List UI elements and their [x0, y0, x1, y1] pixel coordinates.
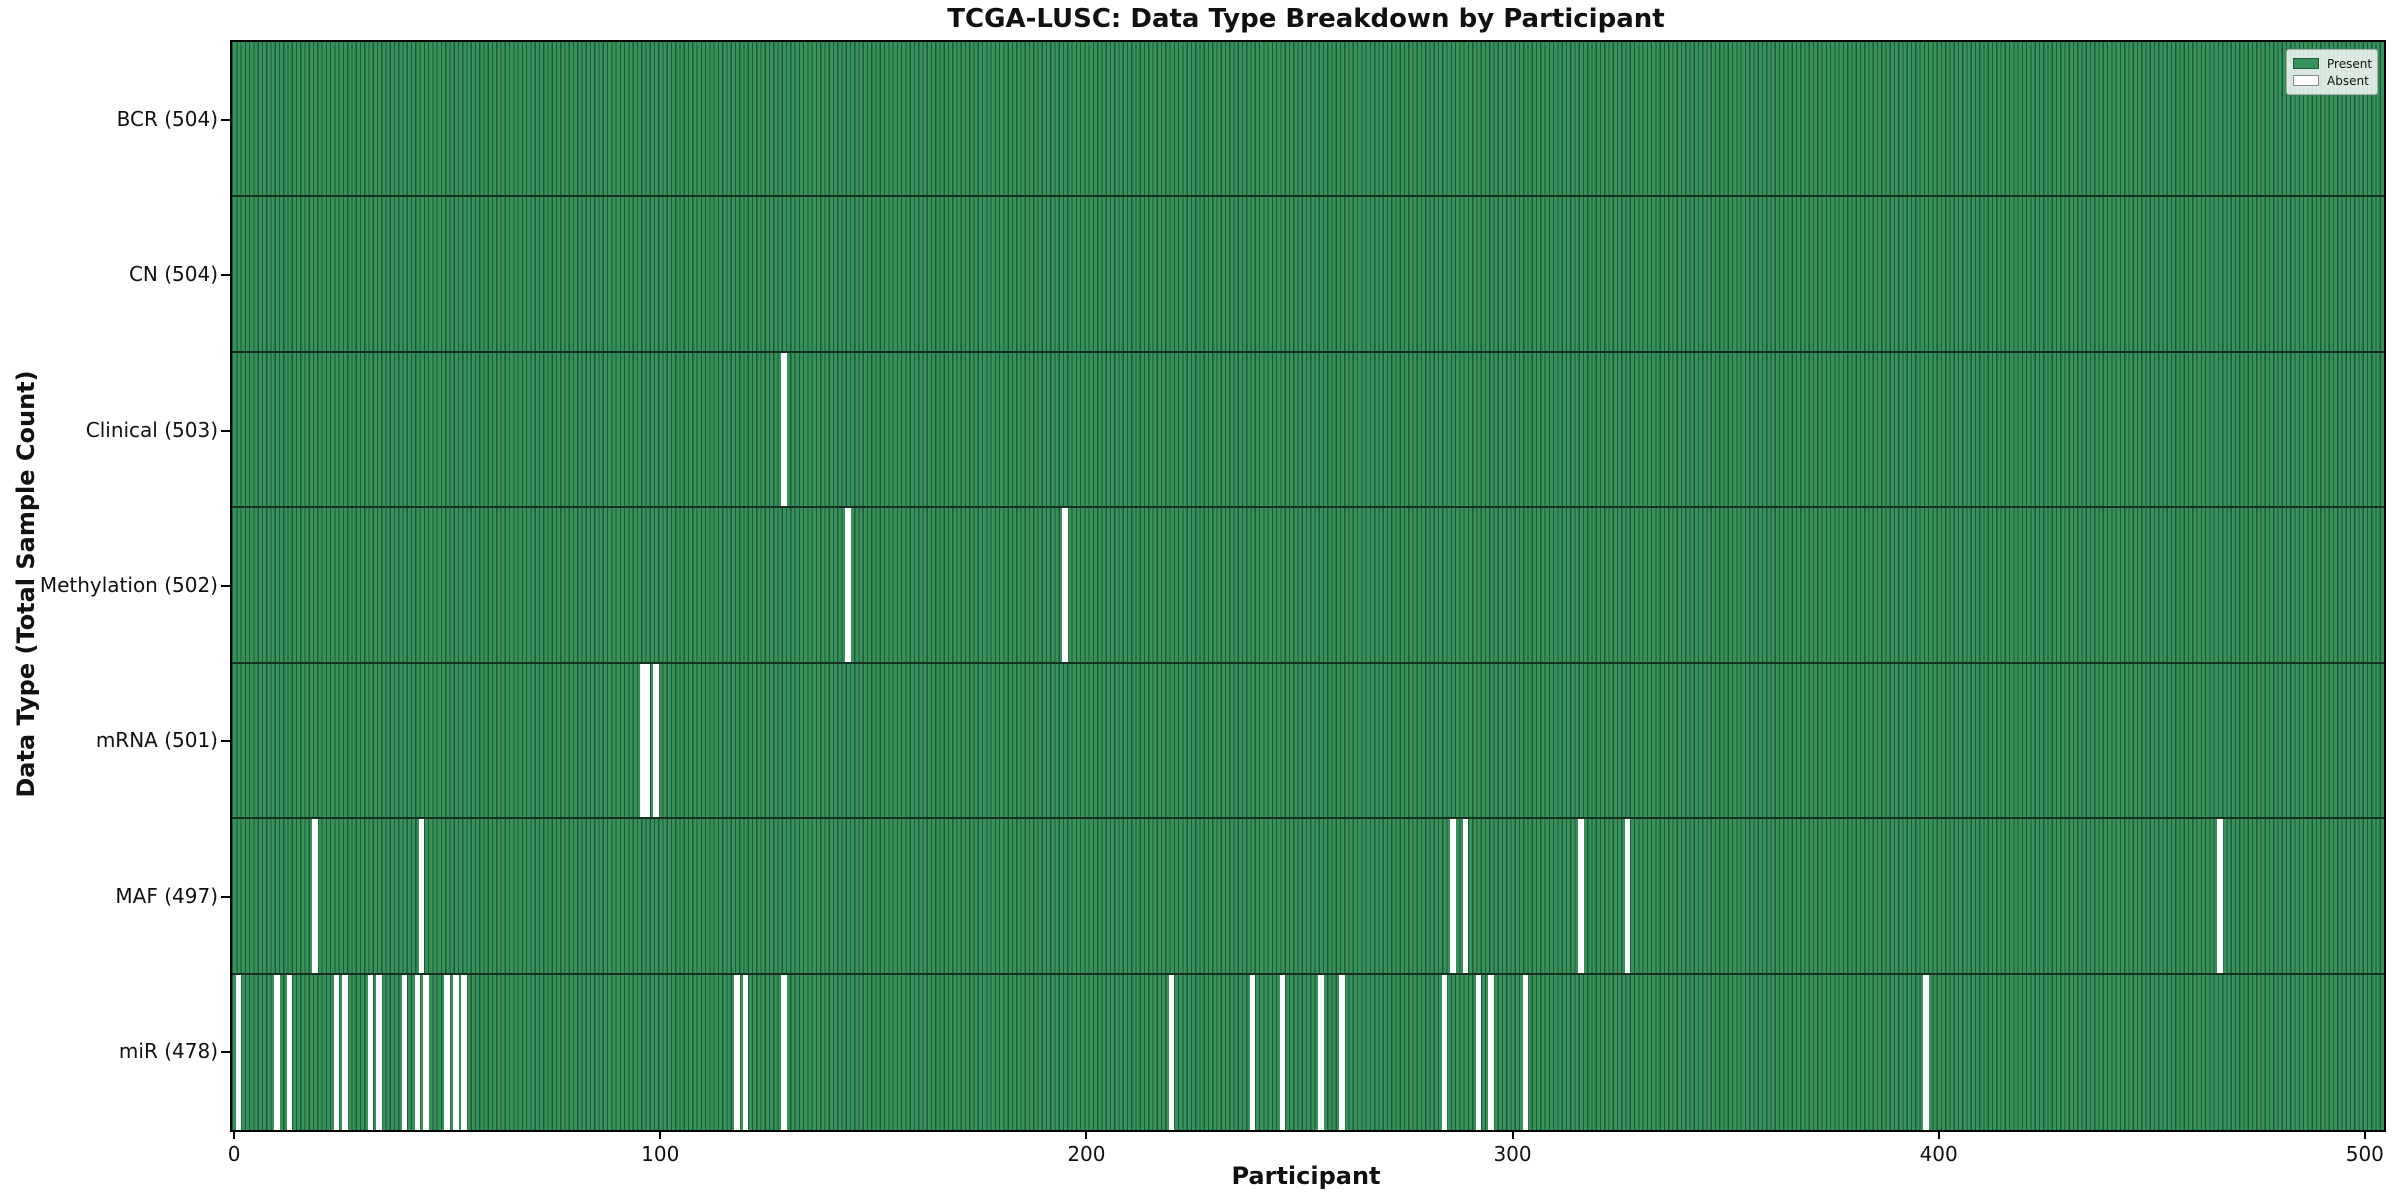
- y-tick-mark-bcr: [221, 118, 230, 121]
- absent-gap-mir-40: [401, 974, 408, 1130]
- x-tick-mark-0: [233, 1130, 236, 1139]
- absent-gap-mir-34: [376, 974, 382, 1130]
- absent-gap-mir-52: [452, 974, 459, 1130]
- x-tick-label-100: 100: [641, 1142, 680, 1166]
- x-tick-label-400: 400: [1919, 1142, 1958, 1166]
- absent-gap-maf-286: [1450, 819, 1456, 973]
- y-tick-mark-mrna: [221, 740, 230, 743]
- plot-area: Present Absent: [230, 40, 2386, 1132]
- x-tick-label-300: 300: [1493, 1142, 1532, 1166]
- absent-gap-mir-32: [367, 974, 374, 1130]
- row-bcr: [232, 42, 2384, 198]
- absent-gap-maf-289: [1462, 819, 1469, 973]
- chart-title: TCGA-LUSC: Data Type Breakdown by Partic…: [947, 4, 1665, 34]
- row-mrna: [232, 663, 2384, 820]
- absent-gap-mir-239: [1249, 974, 1256, 1130]
- absent-gap-methylation-195: [1062, 508, 1068, 662]
- row-methylation: [232, 508, 2384, 664]
- x-tick-mark-400: [1937, 1130, 1940, 1139]
- row-clinical: [232, 352, 2384, 509]
- absent-gap-mir-1: [235, 974, 242, 1130]
- absent-gap-methylation-144: [844, 508, 851, 662]
- legend-label-absent: Absent: [2327, 73, 2369, 88]
- absent-gap-mir-10: [273, 974, 280, 1130]
- x-tick-label-200: 200: [1067, 1142, 1106, 1166]
- absent-gap-mir-295: [1488, 974, 1495, 1130]
- legend-entry-absent: Absent: [2293, 72, 2371, 89]
- y-tick-label-mrna: mRNA (501): [95, 728, 218, 753]
- legend-entry-present: Present: [2293, 55, 2373, 72]
- row-cn: [232, 197, 2384, 353]
- row-maf: [232, 819, 2384, 975]
- y-tick-label-clinical: Clinical (503): [85, 417, 218, 442]
- absent-gap-mir-118: [734, 974, 740, 1130]
- absent-gap-clinical-129: [781, 352, 787, 507]
- absent-gap-mir-13: [286, 974, 293, 1130]
- absent-gap-mir-43: [414, 974, 421, 1130]
- x-tick-mark-500: [2363, 1130, 2366, 1139]
- y-tick-mark-maf: [221, 895, 230, 898]
- y-tick-mark-cn: [221, 274, 230, 277]
- absent-gap-mir-50: [444, 974, 451, 1130]
- absent-gap-mir-303: [1522, 974, 1529, 1130]
- absent-gap-mrna-99: [653, 663, 659, 818]
- present-swatch-icon: [2293, 58, 2319, 69]
- absent-gap-mir-45: [423, 974, 429, 1130]
- y-tick-label-methylation: Methylation (502): [39, 573, 218, 597]
- absent-gap-mir-260: [1339, 974, 1345, 1130]
- y-tick-label-cn: CN (504): [128, 262, 218, 287]
- y-tick-label-bcr: BCR (504): [116, 106, 218, 131]
- absent-gap-mir-246: [1279, 974, 1286, 1130]
- absent-gap-mrna-96: [640, 663, 647, 818]
- absent-gap-mir-397: [1923, 974, 1929, 1130]
- legend: Present Absent: [2286, 49, 2378, 95]
- absent-swatch-icon: [2293, 75, 2319, 86]
- x-tick-mark-100: [659, 1130, 662, 1139]
- absent-gap-mir-255: [1317, 974, 1324, 1130]
- x-tick-mark-300: [1511, 1130, 1514, 1139]
- absent-gap-mir-220: [1168, 974, 1175, 1130]
- absent-gap-maf-316: [1577, 819, 1584, 973]
- y-tick-mark-methylation: [221, 585, 230, 587]
- absent-gap-mir-120: [742, 974, 749, 1130]
- presence-matrix: [232, 42, 2384, 1130]
- absent-gap-mir-26: [342, 974, 348, 1130]
- absent-gap-maf-19: [312, 819, 318, 973]
- absent-gap-maf-44: [418, 819, 425, 973]
- row-mir: [232, 974, 2384, 1130]
- absent-gap-maf-327: [1624, 819, 1631, 973]
- absent-gap-mir-54: [461, 974, 468, 1130]
- y-tick-mark-clinical: [221, 429, 230, 432]
- absent-gap-mir-24: [333, 974, 340, 1130]
- absent-gap-mir-292: [1475, 974, 1482, 1130]
- x-tick-label-500: 500: [2345, 1142, 2384, 1166]
- absent-gap-maf-466: [2217, 819, 2223, 973]
- x-tick-label-0: 0: [227, 1142, 241, 1166]
- legend-label-present: Present: [2327, 56, 2373, 71]
- x-tick-mark-200: [1085, 1130, 1088, 1139]
- y-tick-label-maf: MAF (497): [115, 883, 218, 908]
- absent-gap-mir-129: [781, 974, 787, 1130]
- absent-gap-mrna-97: [644, 663, 651, 818]
- y-tick-label-mir: miR (478): [118, 1039, 218, 1064]
- y-tick-mark-mir: [221, 1051, 230, 1054]
- absent-gap-mir-284: [1441, 974, 1448, 1130]
- x-axis-label: Participant: [1231, 1162, 1381, 1190]
